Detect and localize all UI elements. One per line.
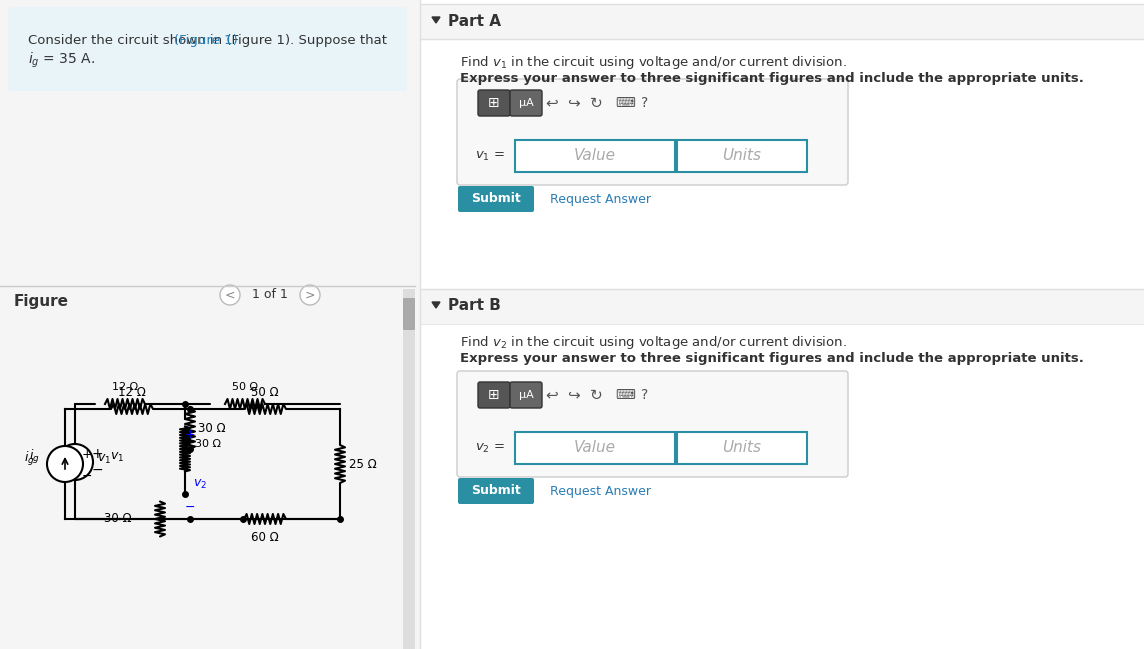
Bar: [420, 289, 1144, 324]
Text: Request Answer: Request Answer: [550, 193, 651, 206]
FancyBboxPatch shape: [403, 289, 415, 649]
Text: Find $v_2$ in the circuit using voltage and/or current division.: Find $v_2$ in the circuit using voltage …: [460, 334, 847, 351]
FancyBboxPatch shape: [456, 371, 848, 477]
Polygon shape: [432, 302, 440, 308]
Text: Submit: Submit: [471, 193, 521, 206]
Text: Units: Units: [723, 149, 762, 164]
FancyBboxPatch shape: [403, 298, 415, 330]
Polygon shape: [432, 17, 440, 23]
Text: ↩: ↩: [546, 387, 558, 402]
Text: >: >: [304, 289, 316, 302]
Text: ⌨: ⌨: [615, 388, 635, 402]
FancyBboxPatch shape: [510, 90, 542, 116]
Text: Value: Value: [574, 441, 615, 456]
FancyBboxPatch shape: [456, 79, 848, 185]
Text: +: +: [81, 448, 93, 461]
Text: ⌨: ⌨: [615, 96, 635, 110]
FancyBboxPatch shape: [8, 7, 407, 91]
Text: Express your answer to three significant figures and include the appropriate uni: Express your answer to three significant…: [460, 72, 1083, 85]
Text: ↩: ↩: [546, 95, 558, 110]
Text: −: −: [81, 469, 93, 482]
Text: +: +: [92, 447, 103, 461]
Text: −: −: [92, 463, 103, 477]
Text: $v_1$: $v_1$: [110, 450, 125, 463]
Bar: [515, 140, 675, 172]
Text: Part B: Part B: [448, 299, 501, 313]
Text: $v_2$ =: $v_2$ =: [475, 441, 505, 454]
FancyBboxPatch shape: [478, 90, 510, 116]
Text: 30 Ω: 30 Ω: [198, 422, 225, 435]
Text: Value: Value: [574, 149, 615, 164]
Bar: [420, 0, 1144, 649]
Text: Part A: Part A: [448, 14, 501, 29]
Text: 50 Ω: 50 Ω: [252, 386, 279, 399]
Text: $v_1$: $v_1$: [97, 452, 111, 465]
FancyBboxPatch shape: [458, 478, 534, 504]
Text: Units: Units: [723, 441, 762, 456]
Bar: [420, 39, 1144, 189]
Text: ↻: ↻: [589, 95, 603, 110]
Text: Find $v_1$ in the circuit using voltage and/or current division.: Find $v_1$ in the circuit using voltage …: [460, 54, 847, 71]
Bar: [677, 140, 807, 172]
Text: ⊞: ⊞: [488, 96, 500, 110]
Text: $i_g$: $i_g$: [30, 448, 40, 466]
Text: +: +: [184, 428, 196, 441]
Text: 12 Ω: 12 Ω: [112, 382, 138, 392]
Text: Consider the circuit shown in (Figure 1). Suppose that: Consider the circuit shown in (Figure 1)…: [27, 34, 387, 47]
Text: 30 Ω: 30 Ω: [194, 439, 221, 449]
Text: Figure: Figure: [14, 294, 69, 309]
Text: $i_g$ = 35 A.: $i_g$ = 35 A.: [27, 51, 95, 70]
Text: Request Answer: Request Answer: [550, 485, 651, 498]
Circle shape: [47, 446, 84, 482]
Text: 30 Ω: 30 Ω: [104, 513, 132, 526]
Text: 50 Ω: 50 Ω: [232, 382, 259, 392]
Text: $v_2$: $v_2$: [193, 478, 207, 491]
Text: $v_1$ =: $v_1$ =: [475, 149, 505, 162]
FancyBboxPatch shape: [478, 382, 510, 408]
FancyBboxPatch shape: [510, 382, 542, 408]
Text: Submit: Submit: [471, 485, 521, 498]
Bar: [677, 432, 807, 464]
Text: ↪: ↪: [567, 387, 580, 402]
FancyBboxPatch shape: [458, 186, 534, 212]
Bar: [420, 4, 1144, 39]
Text: −: −: [184, 501, 196, 514]
Circle shape: [300, 285, 320, 305]
Circle shape: [57, 444, 93, 480]
Text: 25 Ω: 25 Ω: [349, 458, 376, 471]
Text: ↪: ↪: [567, 95, 580, 110]
Text: ?: ?: [642, 96, 649, 110]
Text: Express your answer to three significant figures and include the appropriate uni: Express your answer to three significant…: [460, 352, 1083, 365]
Text: <: <: [224, 289, 236, 302]
Text: μA: μA: [518, 98, 533, 108]
Text: (Figure 1): (Figure 1): [174, 34, 238, 47]
Text: ?: ?: [642, 388, 649, 402]
Text: $i_g$: $i_g$: [24, 450, 35, 468]
Text: μA: μA: [518, 390, 533, 400]
Text: ⊞: ⊞: [488, 388, 500, 402]
Circle shape: [220, 285, 240, 305]
Bar: [515, 432, 675, 464]
Text: ↻: ↻: [589, 387, 603, 402]
Text: 60 Ω: 60 Ω: [252, 531, 279, 544]
Text: 12 Ω: 12 Ω: [118, 386, 146, 399]
Text: 1 of 1: 1 of 1: [252, 289, 288, 302]
